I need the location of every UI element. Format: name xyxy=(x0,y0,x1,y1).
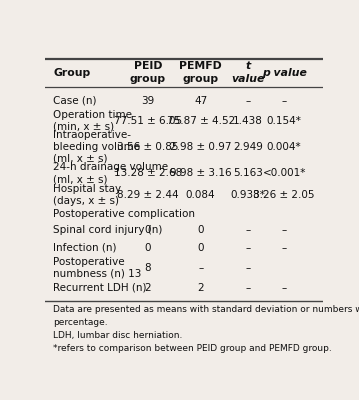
Text: p value: p value xyxy=(262,68,307,78)
Text: 39: 39 xyxy=(141,96,154,106)
Text: percentage.: percentage. xyxy=(53,318,108,327)
Text: t
value: t value xyxy=(231,62,265,84)
Text: –: – xyxy=(245,96,251,106)
Text: –: – xyxy=(245,283,251,293)
Text: –: – xyxy=(281,283,287,293)
Text: 2.98 ± 0.97: 2.98 ± 0.97 xyxy=(170,142,232,152)
Text: 24-h drainage volume
(ml, x ± s): 24-h drainage volume (ml, x ± s) xyxy=(53,162,168,184)
Text: 8.29 ± 2.44: 8.29 ± 2.44 xyxy=(117,190,179,200)
Text: –: – xyxy=(281,96,287,106)
Text: 77.51 ± 6.05: 77.51 ± 6.05 xyxy=(114,116,182,126)
Text: –: – xyxy=(245,263,251,273)
Text: Spinal cord injury (n): Spinal cord injury (n) xyxy=(53,225,163,235)
Text: Data are presented as means with standard deviation or numbers with: Data are presented as means with standar… xyxy=(53,305,359,314)
Text: Hospital stay
(days, x ± s): Hospital stay (days, x ± s) xyxy=(53,184,121,206)
Text: PEMFD
group: PEMFD group xyxy=(179,62,222,84)
Text: Postoperative complication: Postoperative complication xyxy=(53,209,195,219)
Text: 75.87 ± 4.52: 75.87 ± 4.52 xyxy=(167,116,235,126)
Text: LDH, lumbar disc herniation.: LDH, lumbar disc herniation. xyxy=(53,331,183,340)
Text: 47: 47 xyxy=(194,96,207,106)
Text: *refers to comparison between PEID group and PEMFD group.: *refers to comparison between PEID group… xyxy=(53,344,332,353)
Text: 8: 8 xyxy=(145,263,151,273)
Text: –: – xyxy=(245,243,251,253)
Text: PEID
group: PEID group xyxy=(130,62,166,84)
Text: Operation time
(min, x ± s): Operation time (min, x ± s) xyxy=(53,110,132,132)
Text: 0: 0 xyxy=(197,243,204,253)
Text: 2: 2 xyxy=(197,283,204,293)
Text: 5.163: 5.163 xyxy=(233,168,263,178)
Text: Infection (n): Infection (n) xyxy=(53,243,117,253)
Text: 8.26 ± 2.05: 8.26 ± 2.05 xyxy=(253,190,315,200)
Text: 0.933*: 0.933* xyxy=(230,190,265,200)
Text: 1.438: 1.438 xyxy=(233,116,263,126)
Text: 0.154*: 0.154* xyxy=(267,116,302,126)
Text: –: – xyxy=(245,225,251,235)
Text: 2: 2 xyxy=(145,283,151,293)
Text: 0: 0 xyxy=(197,225,204,235)
Text: 3.56 ± 0.85: 3.56 ± 0.85 xyxy=(117,142,178,152)
Text: <0.001*: <0.001* xyxy=(262,168,306,178)
Text: Case (n): Case (n) xyxy=(53,96,97,106)
Text: Group: Group xyxy=(53,68,90,78)
Text: 0.004*: 0.004* xyxy=(267,142,302,152)
Text: 13.28 ± 2.68: 13.28 ± 2.68 xyxy=(114,168,182,178)
Text: –: – xyxy=(281,225,287,235)
Text: –: – xyxy=(198,263,203,273)
Text: 2.949: 2.949 xyxy=(233,142,263,152)
Text: Postoperative
numbness (n) 13: Postoperative numbness (n) 13 xyxy=(53,257,141,279)
Text: 0: 0 xyxy=(145,225,151,235)
Text: 0: 0 xyxy=(145,243,151,253)
Text: 0.084: 0.084 xyxy=(186,190,215,200)
Text: Recurrent LDH (n): Recurrent LDH (n) xyxy=(53,283,147,293)
Text: 9.98 ± 3.16: 9.98 ± 3.16 xyxy=(170,168,232,178)
Text: –: – xyxy=(281,243,287,253)
Text: Intraoperative-
bleeding volume
(ml, x ± s): Intraoperative- bleeding volume (ml, x ±… xyxy=(53,130,140,164)
